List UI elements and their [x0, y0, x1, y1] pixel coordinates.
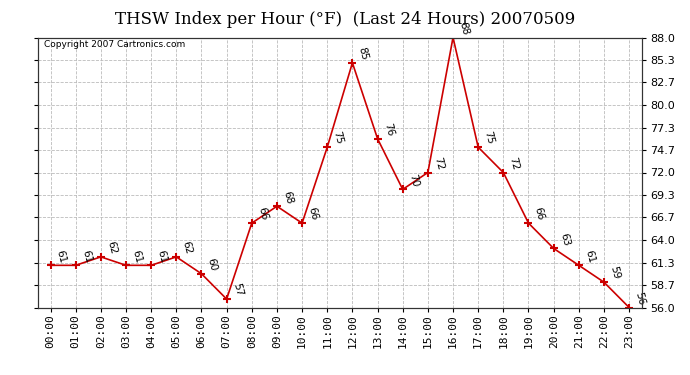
Text: 63: 63 — [558, 232, 571, 247]
Text: 70: 70 — [407, 173, 420, 188]
Text: 85: 85 — [357, 46, 370, 62]
Text: 57: 57 — [230, 282, 244, 298]
Text: 61: 61 — [55, 249, 68, 264]
Text: 61: 61 — [155, 249, 168, 264]
Text: 59: 59 — [608, 266, 621, 281]
Text: 60: 60 — [206, 257, 219, 272]
Text: 72: 72 — [432, 156, 445, 171]
Text: 61: 61 — [583, 249, 596, 264]
Text: THSW Index per Hour (°F)  (Last 24 Hours) 20070509: THSW Index per Hour (°F) (Last 24 Hours)… — [115, 11, 575, 28]
Text: 88: 88 — [457, 21, 471, 36]
Text: 75: 75 — [482, 130, 495, 146]
Text: 66: 66 — [256, 206, 269, 222]
Text: 62: 62 — [181, 240, 194, 255]
Text: 56: 56 — [633, 291, 647, 306]
Text: 61: 61 — [130, 249, 144, 264]
Text: 72: 72 — [508, 156, 520, 171]
Text: 61: 61 — [80, 249, 93, 264]
Text: 75: 75 — [331, 130, 344, 146]
Text: 76: 76 — [382, 122, 395, 137]
Text: Copyright 2007 Cartronics.com: Copyright 2007 Cartronics.com — [44, 40, 185, 49]
Text: 66: 66 — [306, 206, 319, 222]
Text: 68: 68 — [281, 189, 294, 205]
Text: 62: 62 — [105, 240, 118, 255]
Text: 66: 66 — [533, 206, 546, 222]
